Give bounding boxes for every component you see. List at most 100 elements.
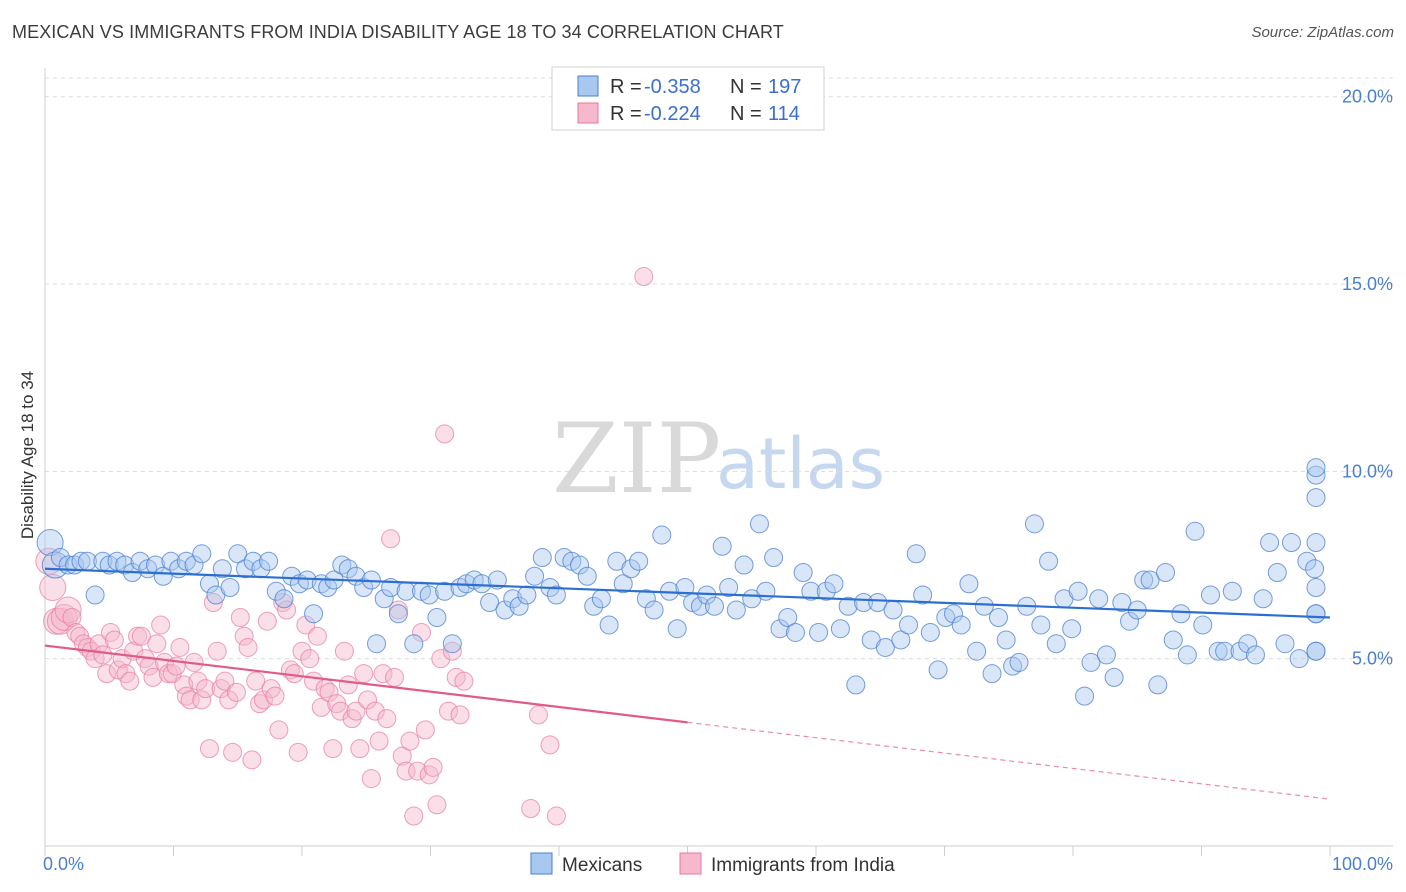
india-point-60 bbox=[269, 720, 289, 740]
india-point-44 bbox=[207, 641, 227, 661]
india-point-67 bbox=[296, 615, 316, 635]
mexican-point-104 bbox=[809, 622, 829, 642]
mexican-point-136 bbox=[1046, 634, 1066, 654]
mexican-point-157 bbox=[1200, 585, 1220, 605]
mexican-point-54 bbox=[435, 581, 455, 601]
mexican-point-177 bbox=[1306, 465, 1326, 485]
legend-n-label-india: N = bbox=[730, 103, 762, 125]
mexican-point-164 bbox=[1253, 589, 1273, 609]
mexican-point-131 bbox=[1009, 652, 1029, 672]
mexican-point-145 bbox=[1112, 592, 1132, 612]
axes bbox=[44, 68, 1393, 856]
india-point-9 bbox=[74, 634, 94, 654]
mexican-point-126 bbox=[974, 596, 994, 616]
mexican-point-13 bbox=[130, 551, 150, 571]
india-point-24 bbox=[131, 626, 151, 646]
mexican-point-165 bbox=[1260, 533, 1280, 553]
y-tick-labels: 5.0% 10.0% 15.0% 20.0% bbox=[1342, 87, 1393, 669]
mexican-point-176 bbox=[1306, 604, 1326, 624]
mexican-point-124 bbox=[959, 574, 979, 594]
mexican-point-81 bbox=[636, 589, 656, 609]
india-point-30 bbox=[155, 652, 175, 672]
mexican-point-50 bbox=[404, 634, 424, 654]
mexican-point-40 bbox=[332, 555, 352, 575]
india-point-89 bbox=[381, 529, 401, 549]
mexican-point-16 bbox=[153, 566, 173, 586]
india-point-109 bbox=[634, 267, 654, 287]
mexican-point-93 bbox=[726, 600, 746, 620]
india-point-39 bbox=[188, 671, 208, 691]
india-point-21 bbox=[120, 671, 140, 691]
mexican-point-178 bbox=[1306, 458, 1326, 478]
india-point-105 bbox=[442, 641, 462, 661]
india-point-78 bbox=[338, 675, 358, 695]
mexican-point-141 bbox=[1081, 652, 1101, 672]
mexican-point-27 bbox=[235, 559, 255, 579]
india-point-83 bbox=[358, 690, 378, 710]
mexican-point-65 bbox=[517, 585, 537, 605]
mexican-point-79 bbox=[621, 559, 641, 579]
mexican-point-142 bbox=[1089, 589, 1109, 609]
mexican-point-31 bbox=[266, 581, 286, 601]
mexican-point-140 bbox=[1075, 686, 1095, 706]
india-point-81 bbox=[350, 739, 370, 759]
mexican-point-33 bbox=[282, 566, 302, 586]
mexican-point-119 bbox=[920, 622, 940, 642]
mexican-point-143 bbox=[1096, 645, 1116, 665]
india-point-29 bbox=[151, 615, 171, 635]
mexican-point-60 bbox=[480, 592, 500, 612]
y-tick-label-1: 10.0% bbox=[1342, 461, 1393, 481]
mexican-point-106 bbox=[824, 574, 844, 594]
india-point-3 bbox=[46, 607, 74, 635]
india-point-47 bbox=[219, 690, 239, 710]
india-point-111 bbox=[521, 799, 541, 819]
mexican-point-7 bbox=[85, 585, 105, 605]
india-point-112 bbox=[540, 735, 560, 755]
mexican-point-72 bbox=[570, 555, 590, 575]
trend-lines bbox=[44, 567, 1331, 800]
series-legend: Mexicans Immigrants from India bbox=[530, 852, 895, 876]
india-point-108 bbox=[454, 671, 474, 691]
mexican-point-80 bbox=[629, 551, 649, 571]
mexican-point-146 bbox=[1120, 611, 1140, 631]
mexican-point-144 bbox=[1104, 667, 1124, 687]
mexican-point-78 bbox=[613, 574, 633, 594]
india-point-93 bbox=[396, 761, 416, 781]
india-point-34 bbox=[170, 637, 190, 657]
india-point-92 bbox=[392, 746, 412, 766]
x-tick-label-1: 100.0% bbox=[1332, 854, 1393, 874]
y-tick-label-2: 15.0% bbox=[1342, 274, 1393, 294]
india-points bbox=[35, 267, 654, 826]
mexican-point-170 bbox=[1297, 551, 1317, 571]
watermark: ZIP atlas bbox=[552, 403, 885, 515]
india-point-68 bbox=[300, 649, 320, 669]
mexican-point-112 bbox=[868, 592, 888, 612]
mexican-point-59 bbox=[472, 574, 492, 594]
mexican-point-43 bbox=[354, 578, 374, 598]
mexican-point-66 bbox=[525, 566, 545, 586]
mexican-point-105 bbox=[816, 581, 836, 601]
mexican-point-129 bbox=[996, 630, 1016, 650]
mexican-point-152 bbox=[1163, 630, 1183, 650]
mexican-point-117 bbox=[906, 544, 926, 564]
mexican-point-135 bbox=[1039, 551, 1059, 571]
mexican-point-32 bbox=[274, 589, 294, 609]
mexican-point-96 bbox=[749, 514, 769, 534]
india-point-70 bbox=[307, 626, 327, 646]
mexican-trend-line bbox=[44, 567, 1331, 619]
mexican-point-97 bbox=[756, 581, 776, 601]
india-point-102 bbox=[431, 649, 451, 669]
india-point-110 bbox=[528, 705, 548, 725]
legend-r-value-mexicans: -0.358 bbox=[644, 76, 701, 98]
mexican-point-151 bbox=[1156, 563, 1176, 583]
legend-swatch-india bbox=[577, 102, 599, 124]
legend-n-value-mexicans: 197 bbox=[768, 76, 801, 98]
mexican-point-160 bbox=[1222, 581, 1242, 601]
mexican-point-21 bbox=[192, 544, 212, 564]
mexican-point-76 bbox=[599, 615, 619, 635]
india-point-73 bbox=[319, 682, 339, 702]
legend-swatch-mexicans bbox=[577, 75, 599, 97]
india-point-17 bbox=[104, 630, 124, 650]
mexican-point-98 bbox=[764, 548, 784, 568]
watermark-zip: ZIP bbox=[552, 403, 721, 515]
